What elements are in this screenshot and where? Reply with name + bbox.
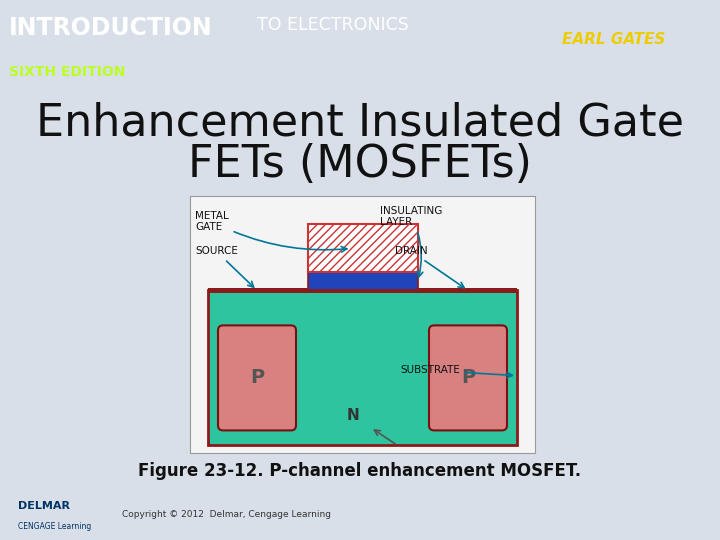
Text: Copyright © 2012  Delmar, Cengage Learning: Copyright © 2012 Delmar, Cengage Learnin… [122,510,331,519]
Text: P: P [250,368,264,387]
Text: CENGAGE Learning: CENGAGE Learning [18,522,91,531]
Bar [190,197,535,454]
Text: SUBSTRATE: SUBSTRATE [400,366,513,378]
Bar [307,225,418,272]
Bar [208,291,517,446]
Text: Figure 23-12. P-channel enhancement MOSFET.: Figure 23-12. P-channel enhancement MOSF… [138,462,582,481]
Text: Enhancement Insulated Gate: Enhancement Insulated Gate [36,102,684,144]
Text: DRAIN: DRAIN [395,246,464,288]
Bar [307,272,418,291]
Text: FETs (MOSFETs): FETs (MOSFETs) [188,144,532,186]
Text: SOURCE: SOURCE [195,246,253,287]
Text: METAL
GATE: METAL GATE [195,211,347,252]
Text: TO ELECTRONICS: TO ELECTRONICS [257,16,409,34]
Text: N: N [346,408,359,423]
Text: P: P [461,368,475,387]
Text: DELMAR: DELMAR [18,501,70,511]
FancyBboxPatch shape [429,326,507,430]
Text: EARL GATES: EARL GATES [562,32,665,47]
Text: INTRODUCTION: INTRODUCTION [9,16,212,40]
Text: INSULATING
LAYER: INSULATING LAYER [380,206,442,277]
Bar [208,288,517,293]
FancyBboxPatch shape [218,326,296,430]
Text: SIXTH EDITION: SIXTH EDITION [9,65,125,79]
